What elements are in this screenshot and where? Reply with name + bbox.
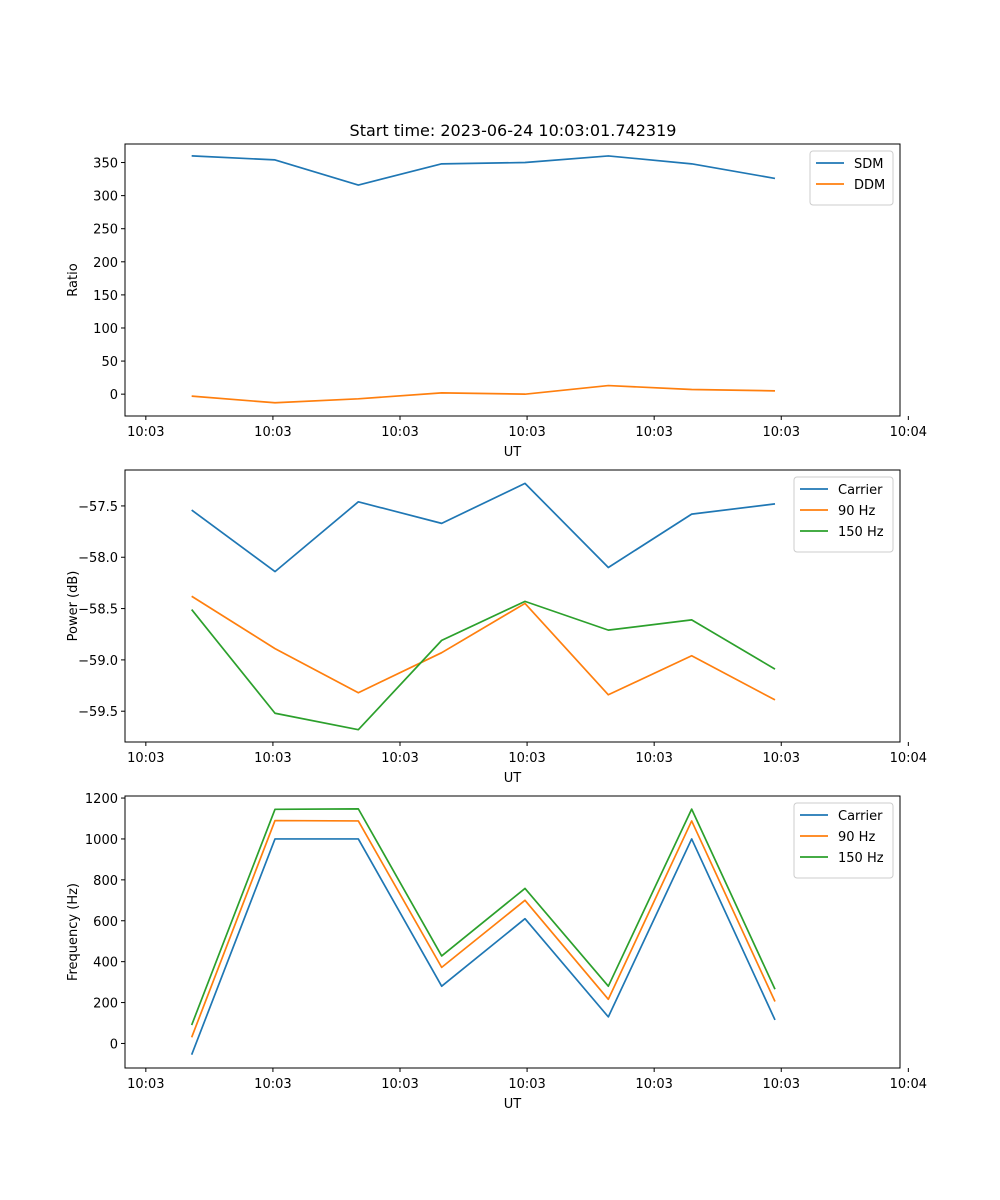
- x-tick-label: 10:03: [254, 425, 291, 440]
- series-line-150-hz: [191, 600, 776, 731]
- plots-container: 10:03 10:03 10:03 10:03 10:03 10:03 10:04 0 50 10…: [66, 143, 927, 1112]
- legend: Carrier 90 Hz 150 Hz: [793, 802, 894, 879]
- y-tick-label: −57.5: [78, 500, 118, 515]
- y-tick-label: −58.0: [78, 551, 118, 566]
- x-tick-label: 10:03: [254, 751, 291, 766]
- x-axis-label: UT: [504, 1097, 522, 1112]
- y-axis-label: Frequency (Hz): [66, 883, 81, 981]
- figure-title: Start time: 2023-06-24 10:03:01.742319: [350, 121, 677, 140]
- x-tick-label: 10:03: [127, 751, 164, 766]
- legend-entry: Carrier: [838, 809, 883, 824]
- y-tick-label: 400: [93, 956, 118, 971]
- series-line-150-hz: [190, 808, 776, 1026]
- x-tick-label: 10:03: [635, 751, 672, 766]
- legend-entry: 90 Hz: [838, 504, 875, 519]
- legend-box: [793, 476, 894, 553]
- x-tick-label: 10:03: [763, 425, 800, 440]
- y-tick-label: 300: [93, 190, 118, 205]
- y-tick-label: 1200: [85, 792, 118, 807]
- x-tick-label: 10:03: [508, 751, 545, 766]
- y-tick-label: −58.5: [78, 603, 118, 618]
- x-tick-label: 10:03: [381, 751, 418, 766]
- x-axis-label: UT: [504, 771, 522, 786]
- legend-entry: SDM: [854, 157, 883, 172]
- x-tick-label: 10:04: [890, 1077, 927, 1092]
- subplot-2: 10:03 10:03 10:03 10:03 10:03 10:03 10:04 −59.5…: [66, 469, 927, 786]
- x-axis-label: UT: [504, 445, 522, 460]
- legend-entry: 150 Hz: [838, 851, 884, 866]
- axes-frame: [124, 469, 901, 743]
- y-tick-label: −59.0: [78, 654, 118, 669]
- x-tick-label: 10:03: [381, 1077, 418, 1092]
- legend-box: [809, 150, 894, 206]
- legend-entry: Carrier: [838, 483, 883, 498]
- y-tick-label: −59.5: [78, 705, 118, 720]
- y-tick-label: 100: [93, 322, 118, 337]
- x-tick-label: 10:03: [763, 751, 800, 766]
- x-tick-label: 10:04: [890, 751, 927, 766]
- x-tick-label: 10:03: [254, 1077, 291, 1092]
- x-tick-label: 10:03: [635, 1077, 672, 1092]
- legend-entry: DDM: [854, 178, 885, 193]
- legend-entry: 90 Hz: [838, 830, 875, 845]
- x-tick-label: 10:03: [508, 1077, 545, 1092]
- y-tick-label: 600: [93, 915, 118, 930]
- x-tick-label: 10:03: [763, 1077, 800, 1092]
- series-line-ddm: [191, 384, 776, 404]
- axes-frame: [124, 795, 901, 1069]
- legend-entry: 150 Hz: [838, 525, 884, 540]
- x-tick-label: 10:03: [127, 425, 164, 440]
- y-tick-label: 50: [101, 355, 118, 370]
- x-tick-label: 10:03: [127, 1077, 164, 1092]
- legend: Carrier 90 Hz 150 Hz: [793, 476, 894, 553]
- series-line-carrier: [190, 838, 776, 1056]
- y-tick-label: 0: [110, 1037, 118, 1052]
- y-tick-label: 0: [110, 388, 118, 403]
- legend-box: [793, 802, 894, 879]
- y-tick-label: 350: [93, 157, 118, 172]
- y-axis-label: Power (dB): [66, 571, 81, 642]
- x-tick-label: 10:03: [508, 425, 545, 440]
- y-tick-label: 800: [93, 874, 118, 889]
- series-line-90-hz: [190, 819, 776, 1038]
- series-line-sdm: [191, 155, 776, 186]
- x-tick-label: 10:03: [635, 425, 672, 440]
- subplot-3: 10:03 10:03 10:03 10:03 10:03 10:03 10:04 0 200 4…: [66, 792, 927, 1112]
- y-tick-label: 150: [93, 289, 118, 304]
- y-axis-label: Ratio: [66, 263, 81, 296]
- y-tick-label: 200: [93, 256, 118, 271]
- x-tick-label: 10:03: [381, 425, 418, 440]
- series-line-90-hz: [191, 595, 776, 701]
- y-tick-label: 250: [93, 223, 118, 238]
- axes-frame: [124, 143, 901, 417]
- x-tick-label: 10:04: [890, 425, 927, 440]
- y-tick-label: 1000: [85, 833, 118, 848]
- subplot-1: 10:03 10:03 10:03 10:03 10:03 10:03 10:04 0 50 10…: [66, 143, 927, 460]
- y-tick-label: 200: [93, 997, 118, 1012]
- series-line-carrier: [191, 482, 776, 573]
- legend: SDM DDM: [809, 150, 894, 206]
